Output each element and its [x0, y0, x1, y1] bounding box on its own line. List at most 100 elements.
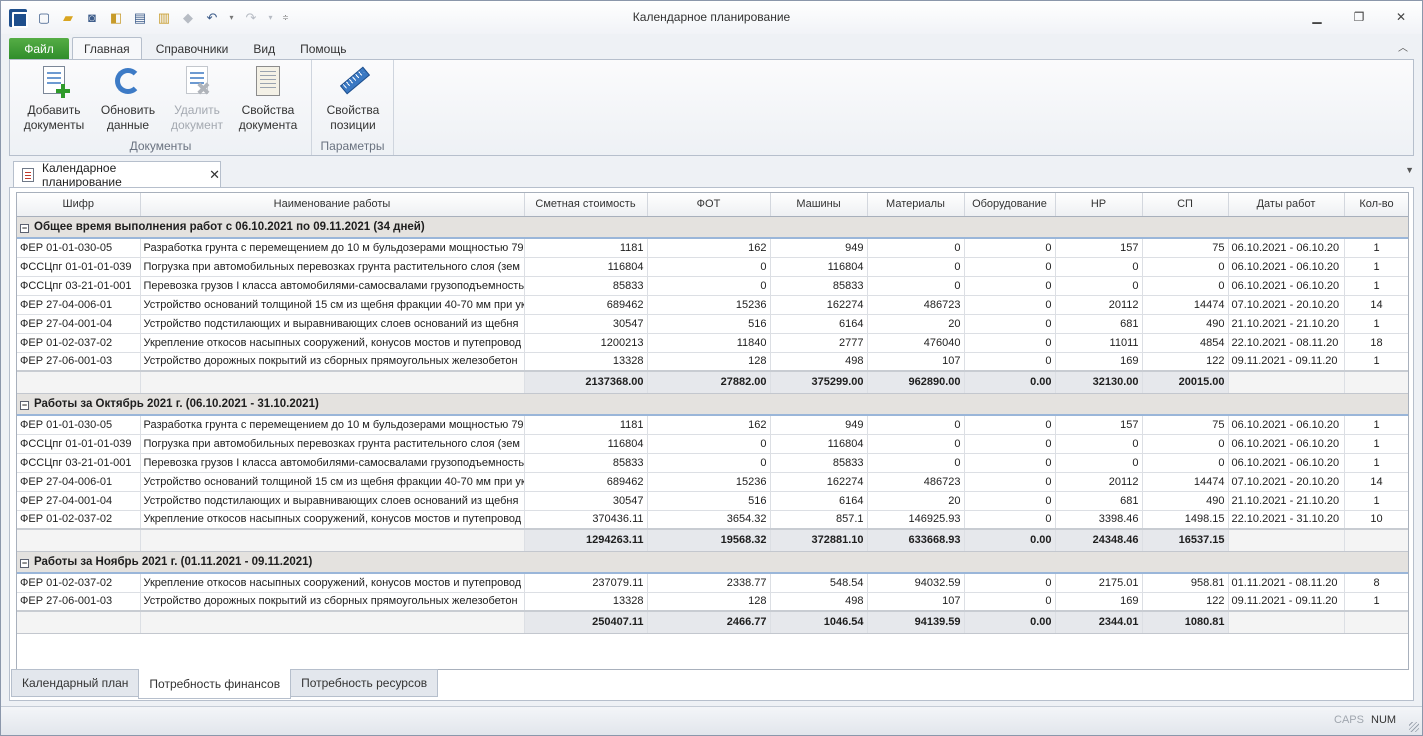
table-cell[interactable]: 6164	[770, 491, 868, 511]
group-row[interactable]: − Общее время выполнения работ с 06.10.20…	[17, 216, 1408, 239]
table-cell[interactable]: 3654.32	[647, 510, 771, 530]
table-cell[interactable]: 516	[647, 491, 771, 511]
table-cell[interactable]: 30547	[524, 491, 648, 511]
table-cell[interactable]: ФЕР 27-06-001-03	[17, 592, 141, 612]
table-row[interactable]: ФЕР 01-02-037-02 Укрепление откосов насып…	[17, 573, 1408, 593]
table-cell[interactable]: 85833	[770, 276, 868, 296]
table-cell[interactable]: 681	[1055, 491, 1143, 511]
table-cell[interactable]: 0	[964, 257, 1056, 277]
table-cell[interactable]: ФЕР 01-02-037-02	[17, 333, 141, 353]
close-icon[interactable]: ✕	[1395, 10, 1407, 24]
finance-grid[interactable]: Шифр Наименование работы Сметная стоимость…	[16, 192, 1409, 670]
table-cell[interactable]: 0	[964, 314, 1056, 334]
table-cell[interactable]: ФССЦпг 01-01-01-039	[17, 434, 141, 454]
file-tab[interactable]: Файл	[9, 38, 69, 60]
table-cell[interactable]: 20112	[1055, 295, 1143, 315]
table-cell[interactable]: 0	[964, 491, 1056, 511]
table-cell[interactable]: 0	[867, 434, 965, 454]
table-cell[interactable]: 3398.46	[1055, 510, 1143, 530]
table-cell[interactable]: ФССЦпг 03-21-01-001	[17, 276, 141, 296]
tab-list-dropdown-icon[interactable]: ▼	[1405, 165, 1414, 175]
table-cell[interactable]: 1181	[524, 238, 648, 258]
table-cell[interactable]: Устройство оснований толщиной 15 см из щ…	[140, 295, 525, 315]
table-row[interactable]: ФЕР 27-06-001-03 Устройство дорожных покр…	[17, 592, 1408, 612]
print-preview-icon[interactable]: ▥	[157, 10, 171, 25]
table-cell[interactable]: 237079.11	[524, 573, 648, 593]
collapse-icon[interactable]: −	[20, 557, 29, 568]
table-row[interactable]: ФЕР 27-04-001-04 Устройство подстилающих …	[17, 314, 1408, 334]
table-row[interactable]: ФЕР 27-04-006-01 Устройство оснований тол…	[17, 472, 1408, 492]
table-cell[interactable]: 0	[964, 352, 1056, 372]
column-header[interactable]: Сметная стоимость	[524, 193, 648, 217]
table-cell[interactable]: 0	[964, 238, 1056, 258]
table-cell[interactable]: 486723	[867, 295, 965, 315]
table-cell[interactable]: 0	[867, 453, 965, 473]
table-cell[interactable]: 1	[1344, 415, 1408, 435]
table-cell[interactable]: 0	[964, 276, 1056, 296]
table-cell[interactable]: ФЕР 27-04-006-01	[17, 295, 141, 315]
table-cell[interactable]: 157	[1055, 238, 1143, 258]
table-cell[interactable]: ФЕР 01-02-037-02	[17, 573, 141, 593]
table-cell[interactable]: 116804	[770, 257, 868, 277]
tab-resource-needs[interactable]: Потребность ресурсов	[290, 669, 439, 697]
table-cell[interactable]: 0	[1142, 434, 1229, 454]
table-cell[interactable]: 2175.01	[1055, 573, 1143, 593]
table-cell[interactable]: 498	[770, 592, 868, 612]
table-cell[interactable]: Перевозка грузов I класса автомобилями-с…	[140, 276, 525, 296]
table-cell[interactable]: 18	[1344, 333, 1408, 353]
tab-references[interactable]: Справочники	[155, 41, 229, 56]
table-cell[interactable]: 0	[1142, 257, 1229, 277]
table-cell[interactable]: 107	[867, 352, 965, 372]
table-cell[interactable]: ФЕР 01-01-030-05	[17, 238, 141, 258]
table-cell[interactable]: 0	[1142, 276, 1229, 296]
tab-calendar-plan[interactable]: Календарный план	[11, 669, 140, 697]
table-cell[interactable]: 85833	[770, 453, 868, 473]
table-cell[interactable]: 11011	[1055, 333, 1143, 353]
app-logo-icon[interactable]	[9, 9, 28, 28]
table-cell[interactable]: 21.10.2021 - 21.10.20	[1228, 314, 1345, 334]
table-cell[interactable]: 2777	[770, 333, 868, 353]
table-cell[interactable]: ФЕР 27-04-006-01	[17, 472, 141, 492]
table-cell[interactable]: 162274	[770, 472, 868, 492]
table-row[interactable]: ФЕР 01-01-030-05 Разработка грунта с пере…	[17, 415, 1408, 435]
table-cell[interactable]: 22.10.2021 - 08.11.20	[1228, 333, 1345, 353]
table-cell[interactable]: 548.54	[770, 573, 868, 593]
table-cell[interactable]: 116804	[770, 434, 868, 454]
table-cell[interactable]: Перевозка грузов I класса автомобилями-с…	[140, 453, 525, 473]
column-header[interactable]: Кол-во	[1344, 193, 1408, 217]
table-cell[interactable]: 14474	[1142, 295, 1229, 315]
table-cell[interactable]: 1	[1344, 352, 1408, 372]
table-cell[interactable]: ФЕР 27-06-001-03	[17, 352, 141, 372]
table-cell[interactable]: 157	[1055, 415, 1143, 435]
table-cell[interactable]: 15236	[647, 295, 771, 315]
customize-toolbar-icon[interactable]: ≑	[282, 12, 289, 22]
column-header[interactable]: Машины	[770, 193, 868, 217]
table-cell[interactable]: Устройство дорожных покрытий из сборных …	[140, 592, 525, 612]
table-cell[interactable]: 1	[1344, 453, 1408, 473]
table-row[interactable]: ФССЦпг 01-01-01-039 Погрузка при автомоби…	[17, 257, 1408, 277]
table-cell[interactable]: 0	[1055, 434, 1143, 454]
table-cell[interactable]: Устройство дорожных покрытий из сборных …	[140, 352, 525, 372]
table-cell[interactable]: 14	[1344, 472, 1408, 492]
table-cell[interactable]: 689462	[524, 472, 648, 492]
table-row[interactable]: ФССЦпг 01-01-01-039 Погрузка при автомоби…	[17, 434, 1408, 454]
table-cell[interactable]: 681	[1055, 314, 1143, 334]
table-cell[interactable]: 01.11.2021 - 08.11.20	[1228, 573, 1345, 593]
table-cell[interactable]: 689462	[524, 295, 648, 315]
table-cell[interactable]: 0	[1055, 453, 1143, 473]
table-cell[interactable]: 949	[770, 238, 868, 258]
table-cell[interactable]: 162274	[770, 295, 868, 315]
table-cell[interactable]: Устройство подстилающих и выравнивающих …	[140, 491, 525, 511]
table-cell[interactable]: 128	[647, 592, 771, 612]
table-cell[interactable]: Укрепление откосов насыпных сооружений, …	[140, 333, 525, 353]
table-cell[interactable]: 0	[964, 295, 1056, 315]
table-row[interactable]: ФЕР 01-02-037-02 Укрепление откосов насып…	[17, 333, 1408, 353]
table-cell[interactable]: 75	[1142, 238, 1229, 258]
column-header[interactable]: Оборудование	[964, 193, 1056, 217]
save-icon[interactable]: ◙	[88, 10, 96, 25]
minimize-icon[interactable]: ▁	[1312, 10, 1322, 24]
resize-grip-icon[interactable]	[1409, 722, 1419, 732]
table-cell[interactable]: 0	[867, 257, 965, 277]
table-cell[interactable]: 85833	[524, 276, 648, 296]
table-row[interactable]: ФЕР 27-04-001-04 Устройство подстилающих …	[17, 491, 1408, 511]
